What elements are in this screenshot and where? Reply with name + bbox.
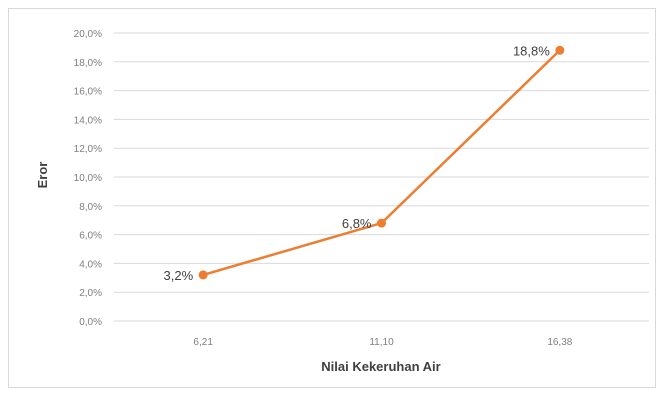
y-tick-label: 8,0% bbox=[79, 202, 102, 213]
y-tick-label: 12,0% bbox=[74, 144, 102, 155]
chart-frame: 0,0% 2,0% 4,0% 6,0% 8,0% 10,0% 12,0% 14,0% 16,0%… bbox=[8, 8, 656, 388]
data-label: 3,2% bbox=[164, 268, 194, 283]
x-tick-labels: 6,21 11,10 16,38 bbox=[193, 337, 572, 348]
x-tick-label: 11,10 bbox=[369, 337, 394, 348]
data-points bbox=[198, 45, 565, 280]
y-tick-label: 20,0% bbox=[74, 29, 102, 40]
x-tick-label: 16,38 bbox=[547, 337, 572, 348]
y-tick-label: 16,0% bbox=[74, 87, 102, 98]
y-tick-label: 0,0% bbox=[79, 317, 102, 328]
data-point bbox=[377, 218, 386, 228]
y-tick-labels: 0,0% 2,0% 4,0% 6,0% 8,0% 10,0% 12,0% 14,0% 16,0%… bbox=[74, 29, 102, 328]
gridlines bbox=[114, 32, 649, 322]
data-labels: 3,2% 6,8% 18,8% bbox=[164, 43, 551, 283]
data-label: 18,8% bbox=[513, 43, 550, 58]
data-label: 6,8% bbox=[342, 216, 372, 231]
series-line-path bbox=[202, 49, 561, 277]
series-line bbox=[202, 49, 561, 277]
line-chart: 0,0% 2,0% 4,0% 6,0% 8,0% 10,0% 12,0% 14,0% 16,0%… bbox=[35, 29, 649, 374]
x-tick-label: 6,21 bbox=[193, 337, 213, 348]
y-tick-label: 6,0% bbox=[79, 231, 102, 242]
y-tick-label: 2,0% bbox=[79, 288, 102, 299]
y-axis-title: Eror bbox=[35, 162, 50, 189]
y-tick-label: 18,0% bbox=[74, 58, 102, 69]
data-point bbox=[555, 45, 565, 55]
y-tick-label: 10,0% bbox=[74, 173, 102, 184]
data-point bbox=[198, 270, 208, 280]
x-axis-title: Nilai Kekeruhan Air bbox=[321, 359, 440, 374]
y-tick-label: 4,0% bbox=[79, 259, 102, 270]
y-tick-label: 14,0% bbox=[74, 115, 102, 126]
